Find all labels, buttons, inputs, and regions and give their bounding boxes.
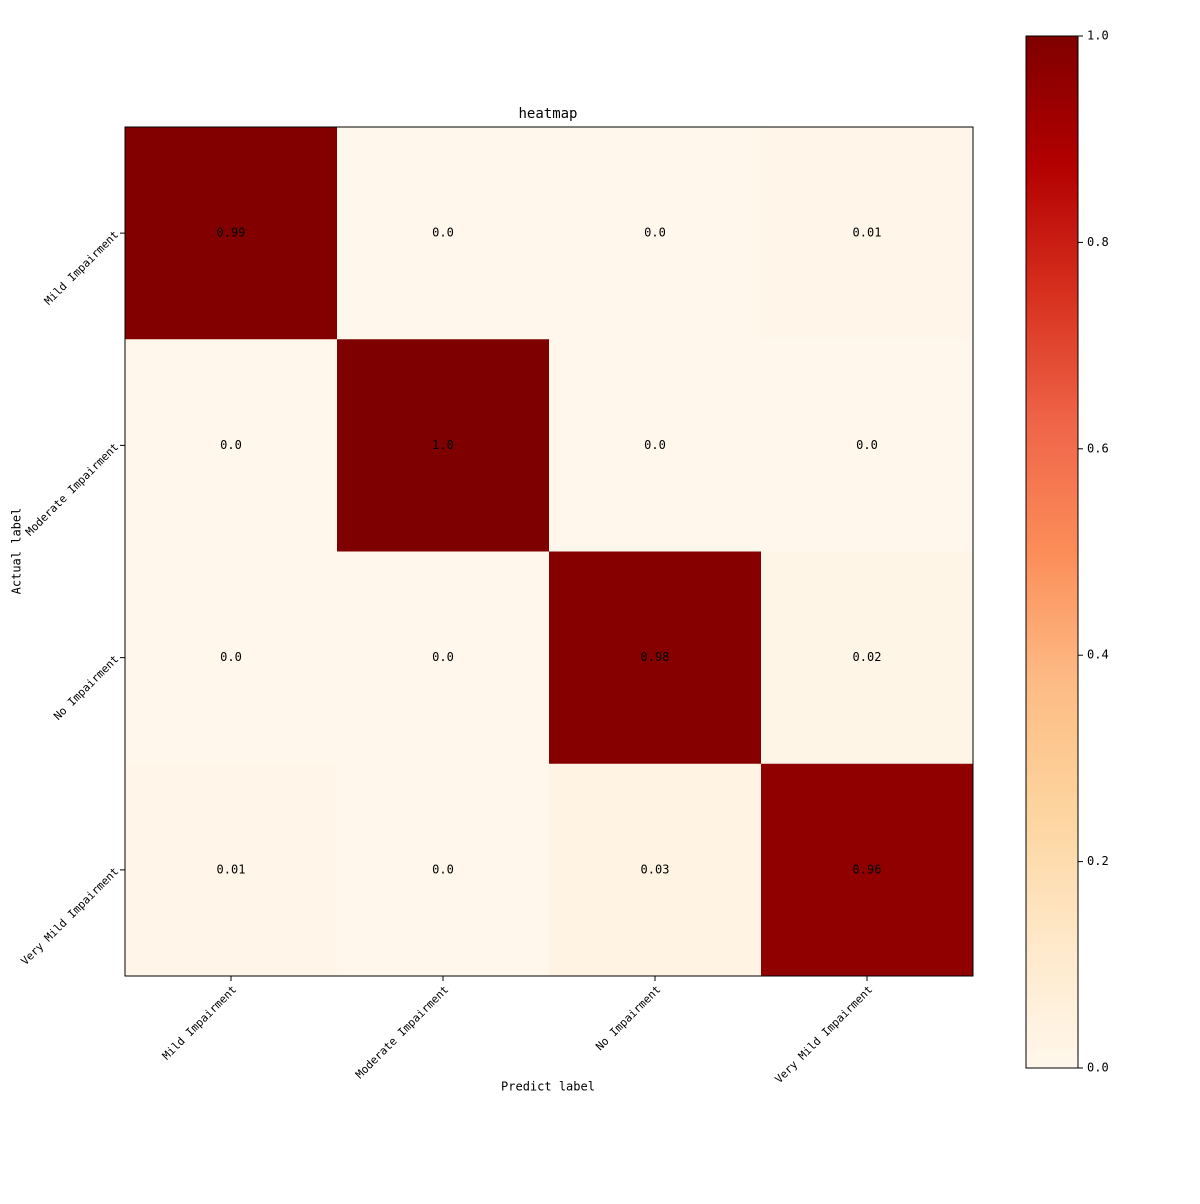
cell-label: 0.02 [853,650,882,664]
heatmap-cell [761,127,974,340]
heatmap-cell [549,551,762,765]
plot-frame [124,126,974,977]
colorbar-tick-label: 0.2 [1087,854,1109,868]
cell-label: 0.01 [217,862,246,876]
colorbar-tick-label: 0.6 [1087,441,1109,455]
chart-title: heatmap [518,106,577,122]
heatmap-cell [549,127,762,340]
cell-label: 0.96 [853,862,882,876]
cell-label: 0.98 [641,650,670,664]
heatmap-cell [337,339,550,552]
heatmap-cell [125,339,338,552]
heatmap-cell [761,339,974,552]
colorbar-tick-label: 0.8 [1087,235,1109,249]
cell-label: 0.0 [644,226,666,240]
x-tick-label: Mild Impairment [160,983,239,1062]
cell-label: 0.99 [217,226,246,240]
y-axis-label: Actual label [10,508,24,595]
x-tick-label: Moderate Impairment [353,983,451,1081]
colorbar-tick-label: 0.4 [1087,648,1109,662]
cell-label: 0.03 [641,862,670,876]
cell-label: 0.0 [432,650,454,664]
heatmap-cell [337,763,550,977]
y-tick-label: Very Mild Impairment [18,865,121,968]
colorbar [1025,35,1079,1069]
x-tick-label: No Impairment [593,983,663,1053]
y-tick-label: Moderate Impairment [23,440,121,538]
cell-label: 0.0 [220,650,242,664]
colorbar-tick-label: 0.0 [1087,1061,1109,1075]
y-tick-label: Mild Impairment [42,228,121,307]
cell-label: 1.0 [432,438,454,452]
heatmap-cell [125,763,338,977]
cell-label: 0.0 [432,862,454,876]
cell-label: 0.0 [644,438,666,452]
heatmap-cell [125,127,338,340]
heatmap-cell [761,551,974,765]
heatmap-cell [761,763,974,977]
cell-label: 0.01 [853,226,882,240]
x-tick-label: Very Mild Impairment [772,983,875,1086]
heatmap-cell [337,551,550,765]
cell-label: 0.0 [856,438,878,452]
cell-label: 0.0 [220,438,242,452]
x-axis-label: Predict label [501,1080,595,1094]
heatmap-cell [549,763,762,977]
heatmap-cell [549,339,762,552]
heatmap-cell [337,127,550,340]
heatmap-cell [125,551,338,765]
cell-label: 0.0 [432,226,454,240]
y-tick-label: No Impairment [51,653,121,723]
colorbar-tick-label: 1.0 [1087,29,1109,43]
